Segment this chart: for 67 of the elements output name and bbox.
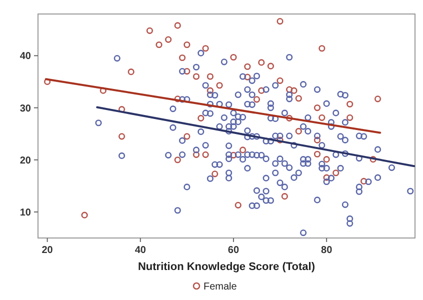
y-tick-label: 40	[20, 51, 32, 62]
point	[276, 18, 284, 25]
point	[174, 96, 181, 102]
point	[346, 100, 354, 108]
point	[267, 62, 274, 70]
point	[318, 114, 326, 121]
x-axis-title: Nutrition Knowledge Score (Total)	[138, 261, 316, 273]
point	[44, 78, 51, 86]
point	[286, 114, 293, 122]
point	[258, 59, 265, 66]
point	[212, 170, 218, 178]
point	[374, 96, 382, 102]
legend-label: Female	[204, 282, 238, 292]
point	[198, 114, 204, 122]
point	[118, 106, 126, 113]
point	[206, 73, 214, 80]
point	[100, 87, 106, 94]
point	[118, 133, 126, 140]
point	[192, 73, 200, 80]
x-tick-label: 80	[321, 245, 333, 256]
point	[314, 136, 321, 144]
x-tick-label: 40	[134, 245, 146, 256]
point	[314, 104, 321, 112]
point	[318, 45, 326, 52]
point	[230, 152, 237, 158]
point	[184, 41, 190, 48]
point	[295, 128, 302, 134]
point	[323, 156, 330, 163]
point	[290, 87, 298, 94]
point	[276, 77, 284, 84]
point	[276, 136, 284, 144]
point	[239, 146, 246, 154]
point	[174, 22, 181, 29]
point	[165, 36, 172, 43]
point	[230, 54, 237, 61]
point	[244, 74, 251, 80]
point	[128, 68, 134, 76]
point	[323, 174, 330, 181]
point	[332, 170, 340, 176]
point	[234, 202, 242, 208]
point	[216, 82, 223, 89]
x-tick-label: 60	[228, 245, 240, 256]
y-tick-label: 30	[20, 103, 32, 114]
point	[253, 96, 260, 103]
point	[314, 150, 321, 158]
point	[184, 133, 190, 140]
point	[346, 114, 354, 121]
point	[174, 156, 181, 164]
point	[184, 68, 190, 75]
x-tick-label: 20	[42, 245, 54, 256]
point	[281, 193, 288, 200]
point	[178, 54, 186, 62]
point	[258, 87, 265, 94]
point	[295, 95, 302, 102]
y-tick-label: 20	[20, 155, 32, 166]
point	[202, 151, 209, 158]
point	[146, 27, 153, 34]
point	[244, 63, 251, 70]
point	[206, 87, 214, 94]
point	[202, 45, 209, 52]
point	[360, 178, 368, 185]
y-tick-label: 10	[20, 207, 32, 218]
point	[286, 86, 293, 93]
point	[156, 41, 162, 48]
point	[370, 156, 376, 163]
point	[81, 212, 88, 218]
point	[192, 151, 200, 158]
